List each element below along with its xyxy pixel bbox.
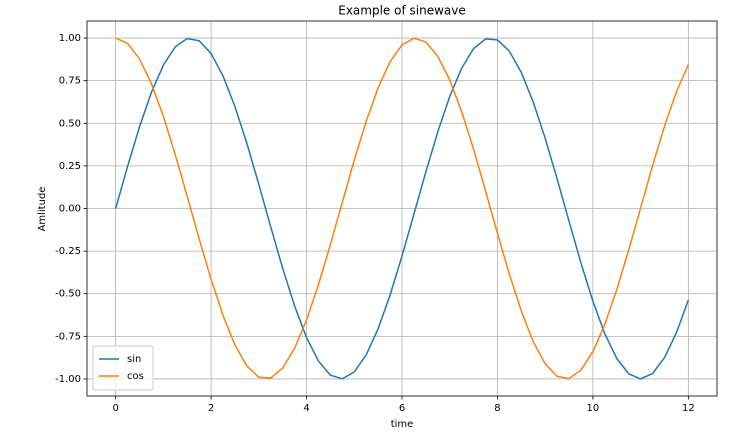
y-tick-label: -0.25 <box>55 246 81 257</box>
x-axis-label: time <box>391 419 414 430</box>
y-tick-label: -1.00 <box>55 374 81 385</box>
x-tick-label: 6 <box>399 403 405 414</box>
y-tick-label: 0.00 <box>59 204 81 215</box>
y-tick-label: 0.50 <box>59 118 81 129</box>
x-tick-label: 10 <box>587 403 600 414</box>
plot-frame <box>86 20 718 397</box>
legend-label: cos <box>127 371 144 382</box>
y-axis-label: Amlitude <box>37 187 48 232</box>
y-tick-label: -0.75 <box>55 331 81 342</box>
x-tick-label: 2 <box>208 403 214 414</box>
x-tick-label: 8 <box>494 403 500 414</box>
y-tick-label: 0.25 <box>59 161 81 172</box>
x-tick-label: 0 <box>112 403 118 414</box>
x-tick-label: 12 <box>682 403 695 414</box>
chart-title: Example of sinewave <box>338 4 465 18</box>
line-series <box>115 37 690 380</box>
legend-label: sin <box>127 354 141 365</box>
x-tick-label: 4 <box>303 403 309 414</box>
legend-box <box>92 345 154 391</box>
y-tick-label: -0.50 <box>55 289 81 300</box>
line-series <box>114 37 690 380</box>
legend: sin cos <box>92 345 154 391</box>
y-tick-label: 1.00 <box>59 33 81 44</box>
y-tick-label: 0.75 <box>59 76 81 87</box>
